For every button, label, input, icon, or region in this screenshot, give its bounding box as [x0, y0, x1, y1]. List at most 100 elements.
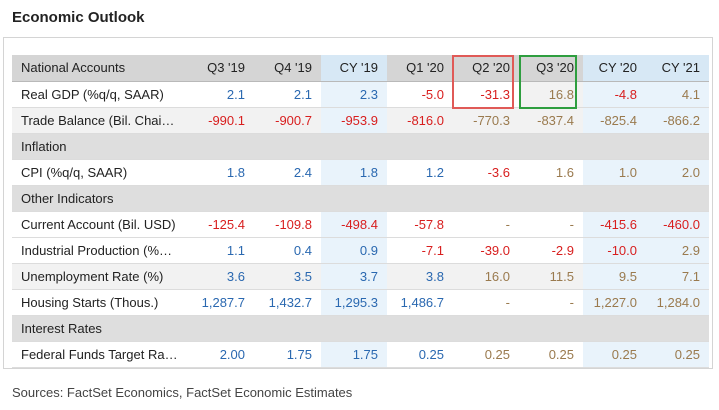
row-label-unemployment-rate: Unemployment Rate (%)	[12, 263, 188, 290]
table-cell: 1.75	[321, 341, 387, 368]
table-cell: 0.4	[254, 237, 321, 264]
table-cell: -866.2	[646, 107, 709, 134]
header-q3-20: Q3 '20	[519, 55, 583, 82]
q2-20-highlight-box	[452, 55, 514, 109]
table-cell: 0.25	[583, 341, 646, 368]
header-q3-19: Q3 '19	[188, 55, 254, 82]
table-cell: 2.1	[188, 81, 254, 108]
table-cell: -816.0	[387, 107, 453, 134]
table-cell: 1.8	[321, 159, 387, 186]
table-cell: 1,432.7	[254, 289, 321, 316]
table-cell: 16.0	[453, 263, 519, 290]
header-cy-20: CY '20	[583, 55, 646, 82]
table-cell: -953.9	[321, 107, 387, 134]
widget-frame	[3, 37, 713, 369]
table-cell: 3.5	[254, 263, 321, 290]
table-cell: 1,227.0	[583, 289, 646, 316]
header-cy-19: CY '19	[321, 55, 387, 82]
table-cell: -5.0	[387, 81, 453, 108]
table-cell: 1.0	[583, 159, 646, 186]
table-cell: 2.3	[321, 81, 387, 108]
header-q4-19: Q4 '19	[254, 55, 321, 82]
row-label-real-gdp: Real GDP (%q/q, SAAR)	[12, 81, 188, 108]
table-cell: 1.8	[188, 159, 254, 186]
section-label: Interest Rates	[12, 315, 709, 342]
table-cell: 2.0	[646, 159, 709, 186]
table-cell: 1,295.3	[321, 289, 387, 316]
table-row: Current Account (Bil. USD) -125.4 -109.8…	[12, 211, 709, 238]
table-cell: 1,486.7	[387, 289, 453, 316]
table-row: Federal Funds Target Rate (%) 2.00 1.75 …	[12, 341, 709, 368]
row-label-federal-funds-rate: Federal Funds Target Rate (%)	[12, 341, 188, 368]
table-cell: 2.9	[646, 237, 709, 264]
table-cell: -	[519, 211, 583, 238]
table-row: Real GDP (%q/q, SAAR) 2.1 2.1 2.3 -5.0 -…	[12, 81, 709, 108]
table-cell: 3.6	[188, 263, 254, 290]
table-cell: 1.2	[387, 159, 453, 186]
table-cell: -39.0	[453, 237, 519, 264]
table-cell: 2.1	[254, 81, 321, 108]
sources-note: Sources: FactSet Economics, FactSet Econ…	[12, 385, 353, 400]
table-cell: -825.4	[583, 107, 646, 134]
row-label-housing-starts: Housing Starts (Thous.)	[12, 289, 188, 316]
economic-outlook-table: National Accounts Q3 '19 Q4 '19 CY '19 Q…	[12, 55, 709, 368]
table-cell: -837.4	[519, 107, 583, 134]
table-cell: 2.00	[188, 341, 254, 368]
table-cell: -31.3	[453, 81, 519, 108]
section-label: Inflation	[12, 133, 709, 160]
table-cell: -125.4	[188, 211, 254, 238]
header-national-accounts: National Accounts	[12, 55, 188, 82]
table-cell: 11.5	[519, 263, 583, 290]
table-cell: -415.6	[583, 211, 646, 238]
section-row-interest-rates: Interest Rates	[12, 315, 709, 342]
header-cy-21: CY '21	[646, 55, 709, 82]
table-cell: -10.0	[583, 237, 646, 264]
table-cell: 1.1	[188, 237, 254, 264]
q3-20-highlight-box	[519, 55, 577, 109]
table-row: CPI (%q/q, SAAR) 1.8 2.4 1.8 1.2 -3.6 1.…	[12, 159, 709, 186]
table-cell: -	[453, 211, 519, 238]
table-cell: 1.75	[254, 341, 321, 368]
section-row-other-indicators: Other Indicators	[12, 185, 709, 212]
table-cell: 3.8	[387, 263, 453, 290]
table-cell: 4.1	[646, 81, 709, 108]
table-cell: 0.9	[321, 237, 387, 264]
table-cell: 2.4	[254, 159, 321, 186]
row-label-trade-balance: Trade Balance (Bil. Chained 2012 $)	[12, 107, 188, 134]
table-cell: 0.25	[387, 341, 453, 368]
table-cell: -	[453, 289, 519, 316]
table-cell: -57.8	[387, 211, 453, 238]
row-label-cpi: CPI (%q/q, SAAR)	[12, 159, 188, 186]
table-row: Industrial Production (%q/q) 1.1 0.4 0.9…	[12, 237, 709, 264]
table-cell: 3.7	[321, 263, 387, 290]
row-label-current-account: Current Account (Bil. USD)	[12, 211, 188, 238]
section-row-inflation: Inflation	[12, 133, 709, 160]
table-cell: 1,284.0	[646, 289, 709, 316]
header-q1-20: Q1 '20	[387, 55, 453, 82]
table-cell: 9.5	[583, 263, 646, 290]
row-label-industrial-production: Industrial Production (%q/q)	[12, 237, 188, 264]
table-cell: -770.3	[453, 107, 519, 134]
table-cell: 1,287.7	[188, 289, 254, 316]
table-cell: 16.8	[519, 81, 583, 108]
table-header-row: National Accounts Q3 '19 Q4 '19 CY '19 Q…	[12, 55, 709, 82]
table-row: Housing Starts (Thous.) 1,287.7 1,432.7 …	[12, 289, 709, 316]
section-label: Other Indicators	[12, 185, 709, 212]
table-cell: -498.4	[321, 211, 387, 238]
table-cell: -900.7	[254, 107, 321, 134]
table-cell: -990.1	[188, 107, 254, 134]
table-cell: -109.8	[254, 211, 321, 238]
header-q2-20: Q2 '20	[453, 55, 519, 82]
table-cell: -460.0	[646, 211, 709, 238]
table-cell: 0.25	[519, 341, 583, 368]
table-cell: -	[519, 289, 583, 316]
table-cell: 0.25	[453, 341, 519, 368]
table-cell: 0.25	[646, 341, 709, 368]
table-cell: 1.6	[519, 159, 583, 186]
table-row: Trade Balance (Bil. Chained 2012 $) -990…	[12, 107, 709, 134]
table-cell: -3.6	[453, 159, 519, 186]
table-row: Unemployment Rate (%) 3.6 3.5 3.7 3.8 16…	[12, 263, 709, 290]
table-cell: 7.1	[646, 263, 709, 290]
table-cell: -2.9	[519, 237, 583, 264]
table-cell: -4.8	[583, 81, 646, 108]
